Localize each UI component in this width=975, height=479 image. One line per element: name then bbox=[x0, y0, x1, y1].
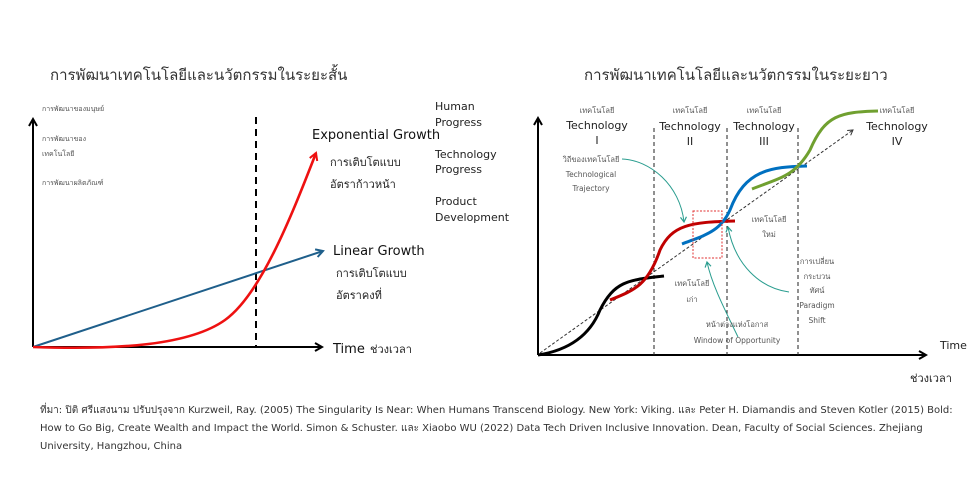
linear-thai-2: อัตราคงที่ bbox=[336, 287, 382, 302]
technology-2-curve bbox=[609, 219, 736, 302]
right-label-progress-2: Progress bbox=[435, 163, 482, 176]
source-citation: ที่มา: ปิติ ศรีแสงนาม ปรับปรุงจาก Kurzwe… bbox=[40, 402, 960, 456]
right-label-product: Product bbox=[435, 195, 477, 208]
tech-4-num: IV bbox=[892, 135, 903, 148]
right-label-technology: Technology bbox=[434, 148, 497, 161]
paradigm-arrow bbox=[725, 225, 790, 293]
long-term-diagram: การพัฒนาเทคโนโลยีและนวัตกรรมในระยะยาว เท… bbox=[538, 66, 967, 385]
paradigm-en-1: Paradigm bbox=[799, 301, 834, 310]
old-tech-2: เก่า bbox=[686, 295, 697, 304]
technology-label-3: เทคโนโลยี Technology III bbox=[732, 106, 795, 148]
tech-1-num: I bbox=[595, 134, 598, 147]
exponential-thai-1: การเติบโตแบบ bbox=[330, 155, 401, 169]
tech-3-name: Technology bbox=[732, 120, 795, 133]
tech-1-name: Technology bbox=[565, 119, 628, 132]
tech-2-num: II bbox=[687, 135, 694, 148]
linear-label: Linear Growth bbox=[333, 244, 425, 259]
technology-3-curve bbox=[681, 164, 808, 246]
tech-1-thai: เทคโนโลยี bbox=[580, 106, 615, 115]
technology-4-curve bbox=[751, 109, 879, 191]
paradigm-thai-3: ทัศน์ bbox=[810, 286, 825, 295]
window-arrow bbox=[704, 260, 739, 338]
paradigm-thai-1: การเปลี่ยน bbox=[800, 256, 834, 266]
y-label-tech-2: เทคโนโลยี bbox=[42, 149, 74, 158]
paradigm-en-2: Shift bbox=[808, 316, 825, 325]
trajectory-arrow bbox=[621, 158, 687, 224]
window-of-opportunity-box bbox=[692, 210, 723, 259]
tech-3-num: III bbox=[759, 135, 769, 148]
window-en: Window of Opportunity bbox=[694, 336, 781, 345]
right-label-progress-1: Progress bbox=[435, 116, 482, 129]
linear-growth-line bbox=[32, 251, 323, 348]
new-tech-1: เทคโนโลยี bbox=[752, 215, 787, 224]
trajectory-en-1: Technological bbox=[565, 170, 616, 179]
technology-label-1: เทคโนโลยี Technology I bbox=[565, 106, 628, 147]
paradigm-thai-2: กระบวน bbox=[804, 272, 831, 281]
y-label-product: การพัฒนาผลิตภัณฑ์ bbox=[42, 179, 104, 187]
x-label-thai: ช่วงเวลา bbox=[370, 343, 412, 356]
trajectory-en-2: Trajectory bbox=[571, 184, 610, 193]
x-label-thai: ช่วงเวลา bbox=[910, 372, 952, 385]
right-label-development: Development bbox=[435, 211, 510, 224]
short-term-title: การพัฒนาเทคโนโลยีและนวัตกรรมในระยะสั้น bbox=[50, 64, 347, 84]
y-label-tech-1: การพัฒนาของ bbox=[42, 135, 86, 143]
exponential-thai-2: อัตราก้าวหน้า bbox=[330, 178, 396, 191]
x-label-time: Time bbox=[939, 339, 967, 352]
tech-4-name: Technology bbox=[865, 120, 928, 133]
short-term-diagram: การพัฒนาเทคโนโลยีและนวัตกรรมในระยะสั้น ก… bbox=[33, 64, 510, 357]
technology-label-2: เทคโนโลยี Technology II bbox=[658, 106, 721, 148]
window-thai: หน้าต่างแห่งโอกาส bbox=[706, 320, 769, 329]
citation-line: ที่มา: ปิติ ศรีแสงนาม ปรับปรุงจาก Kurzwe… bbox=[40, 405, 953, 416]
linear-thai-1: การเติบโตแบบ bbox=[336, 266, 407, 280]
new-tech-2: ใหม่ bbox=[762, 230, 776, 239]
technology-label-4: เทคโนโลยี Technology IV bbox=[865, 106, 928, 148]
tech-2-name: Technology bbox=[658, 120, 721, 133]
old-tech-1: เทคโนโลยี bbox=[675, 279, 710, 288]
tech-3-thai: เทคโนโลยี bbox=[747, 106, 782, 115]
exponential-label: Exponential Growth bbox=[312, 128, 440, 143]
tech-4-thai: เทคโนโลยี bbox=[880, 106, 915, 115]
right-label-human: Human bbox=[435, 100, 475, 113]
citation-line: How to Go Big, Create Wealth and Impact … bbox=[40, 423, 923, 434]
x-label-time: Time bbox=[332, 342, 365, 357]
technology-1-curve bbox=[537, 274, 665, 357]
exponential-growth-curve bbox=[32, 153, 316, 350]
citation-line: University, Hangzhou, China bbox=[40, 441, 183, 452]
trajectory-thai: วิถีของเทคโนโลยี bbox=[562, 155, 620, 164]
y-label-human: การพัฒนาของมนุษย์ bbox=[42, 105, 104, 113]
long-term-title: การพัฒนาเทคโนโลยีและนวัตกรรมในระยะยาว bbox=[584, 66, 888, 84]
tech-2-thai: เทคโนโลยี bbox=[673, 106, 708, 115]
